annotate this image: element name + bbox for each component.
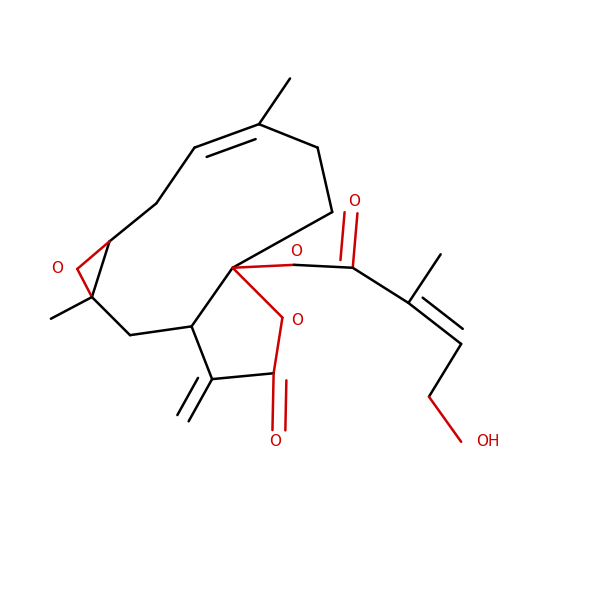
Text: O: O — [291, 313, 303, 328]
Text: OH: OH — [476, 434, 499, 449]
Text: O: O — [269, 434, 281, 449]
Text: O: O — [290, 244, 302, 259]
Text: O: O — [349, 194, 361, 209]
Text: O: O — [51, 262, 63, 277]
